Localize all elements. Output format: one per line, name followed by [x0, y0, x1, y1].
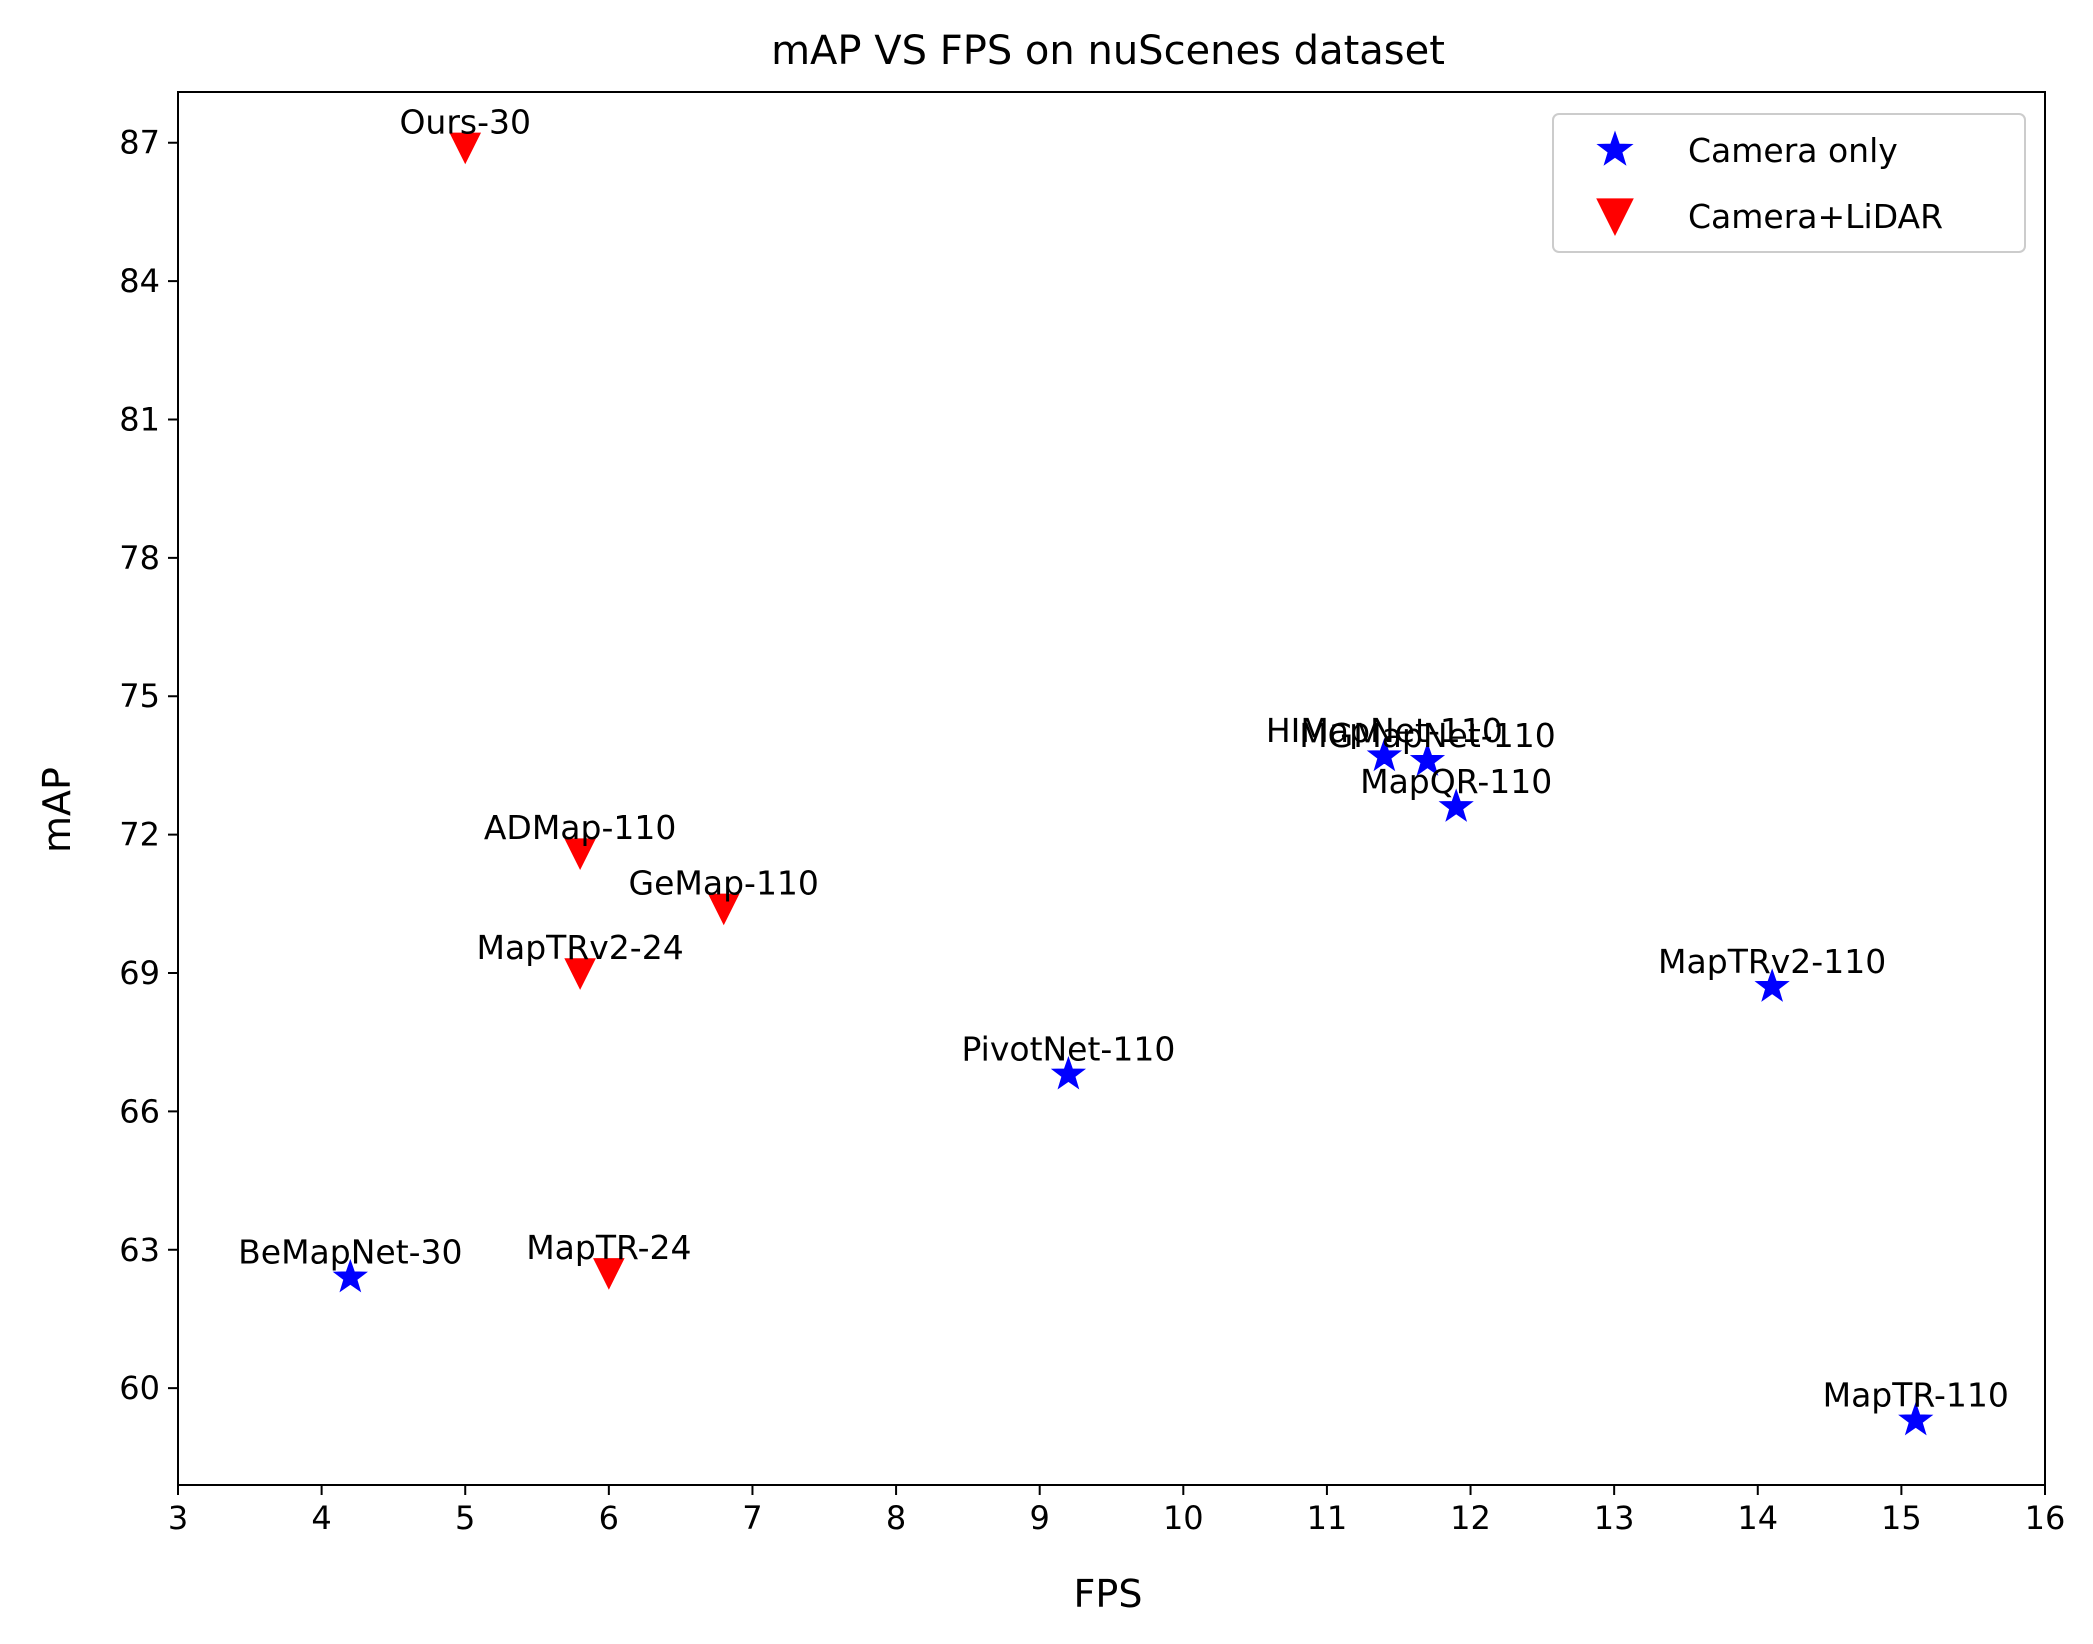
point-label: GeMap-110	[629, 863, 819, 902]
point-label: Ours-30	[399, 102, 531, 141]
y-tick-label: 75	[119, 677, 160, 715]
legend-label: Camera+LiDAR	[1688, 197, 1943, 236]
plot-frame	[177, 91, 2046, 1486]
x-tick-label: 13	[1594, 1499, 1635, 1537]
point-labels: BeMapNet-30 PivotNet-110 HIMapNet-110MGMap…	[238, 102, 2009, 1414]
star-marker	[1366, 737, 1402, 772]
x-tick-label: 9	[1030, 1499, 1050, 1537]
triangle-marker	[707, 893, 740, 926]
y-axis-label: mAP	[35, 767, 79, 853]
x-tick-label: 6	[599, 1499, 619, 1537]
y-tick-label: 69	[119, 954, 160, 992]
y-tick-label: 72	[119, 816, 160, 854]
legend-box	[1552, 113, 2026, 253]
star-marker	[1754, 968, 1790, 1002]
point-label: MapQR-110	[1360, 762, 1552, 801]
x-tick-label: 3	[168, 1499, 188, 1537]
axes: 3 4 5 6 7 8 9 10 11 12 13 14 15 166063666972757881848…	[119, 91, 2066, 1537]
point-label: BeMapNet-30	[238, 1232, 462, 1271]
y-tick-label: 78	[119, 539, 160, 577]
point-label: MGMapNet-110	[1299, 716, 1556, 755]
triangle-marker	[449, 132, 482, 165]
y-tick-label: 84	[119, 262, 160, 300]
triangle-marker	[564, 958, 596, 990]
x-tick-label: 14	[1737, 1499, 1778, 1537]
legend-triangle-icon	[1596, 198, 1634, 237]
point-label: HIMapNet-110	[1266, 711, 1503, 750]
y-tick-label: 66	[119, 1092, 160, 1130]
legend-star-icon	[1596, 130, 1634, 166]
triangle-marker	[593, 1258, 625, 1290]
star-marker	[1898, 1401, 1934, 1436]
x-tick-label: 10	[1163, 1499, 1204, 1537]
point-label: PivotNet-110	[962, 1029, 1176, 1068]
x-tick-label: 4	[311, 1499, 331, 1537]
x-tick-label: 7	[742, 1499, 762, 1537]
x-tick-label: 11	[1307, 1499, 1348, 1537]
x-tick-label: 16	[2025, 1499, 2066, 1537]
y-tick-label: 60	[119, 1369, 160, 1407]
point-label: ADMap-110	[484, 808, 677, 847]
x-tick-label: 8	[886, 1499, 906, 1537]
data-marks	[332, 132, 1934, 1436]
x-tick-label: 5	[455, 1499, 475, 1537]
x-tick-label: 12	[1450, 1499, 1491, 1537]
chart-title: mAP VS FPS on nuScenes dataset	[771, 28, 1445, 74]
point-label: MapTR-110	[1823, 1375, 2009, 1414]
y-tick-label: 63	[119, 1231, 160, 1269]
y-tick-label: 81	[119, 400, 160, 438]
point-label: MapTR-24	[526, 1228, 691, 1267]
triangle-marker	[564, 838, 596, 870]
star-marker	[1050, 1055, 1087, 1090]
star-marker	[332, 1258, 368, 1293]
star-marker	[1409, 742, 1446, 776]
point-label: MapTRv2-110	[1658, 942, 1886, 981]
y-tick-label: 87	[119, 124, 160, 162]
star-marker	[1438, 788, 1474, 822]
point-label: MapTRv2-24	[477, 928, 684, 967]
x-axis-label: FPS	[1074, 1572, 1143, 1616]
x-tick-label: 15	[1881, 1499, 1922, 1537]
legend: Camera only Camera+LiDAR	[1552, 113, 2026, 253]
legend-label: Camera only	[1688, 131, 1898, 170]
